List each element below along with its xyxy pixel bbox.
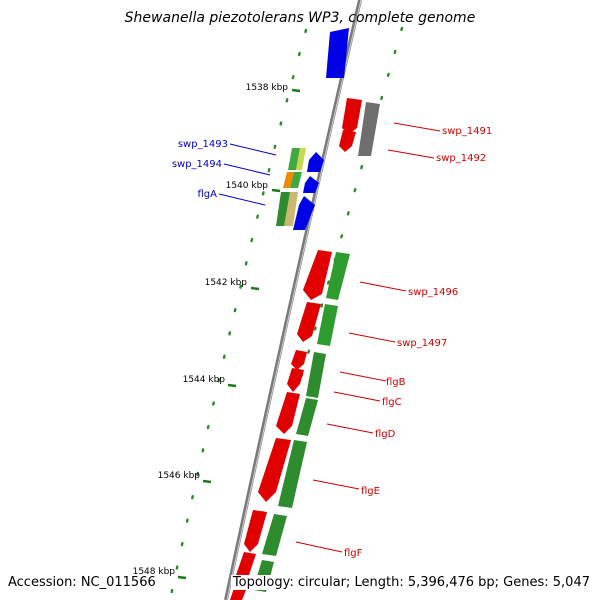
- forward-gene-arrow: [244, 510, 267, 552]
- gene-label-flga[interactable]: flgA: [198, 189, 218, 200]
- forward-gene-arrow: [342, 98, 362, 134]
- topology-summary: Topology: circular; Length: 5,396,476 bp…: [230, 575, 590, 590]
- gene-label-leader: [393, 122, 441, 132]
- gene-label-flgc[interactable]: flgC: [382, 397, 402, 408]
- gene-label-leader: [326, 423, 374, 434]
- forward-gene-arrow: [303, 250, 332, 300]
- gc-content-strip: [296, 148, 306, 170]
- kbp-tick-label: 1546 kbp: [158, 471, 201, 481]
- kbp-tick-label: 1544 kbp: [183, 375, 226, 385]
- gene-label-leader: [312, 479, 360, 490]
- reverse-gene-arrow: [307, 152, 324, 172]
- gene-label-leader: [229, 143, 277, 156]
- gene-label-leader: [387, 149, 435, 159]
- kbp-tick-mark: [271, 188, 281, 193]
- map-title: Shewanella piezotolerans WP3, complete g…: [124, 10, 476, 26]
- reverse-gene-arrow: [303, 176, 319, 193]
- gc-content-strip: [284, 192, 298, 226]
- gene-label-swp_1493[interactable]: swp_1493: [178, 139, 228, 150]
- kbp-tick-mark: [177, 575, 187, 580]
- gene-label-leader: [359, 281, 407, 292]
- gene-label-flgd[interactable]: flgD: [375, 429, 396, 440]
- gene-label-group: swp_1491 swp_1492 swp_1496 swp_1497 flgB flgC…: [172, 122, 492, 559]
- gene-label-swp_1494[interactable]: swp_1494: [172, 159, 222, 170]
- kbp-tick-label: 1542 kbp: [205, 278, 248, 288]
- reverse-gene-arrow: [326, 28, 349, 78]
- gene-label-leader: [333, 391, 381, 402]
- forward-gene-arrow: [291, 350, 307, 370]
- gene-label-swp_1492[interactable]: swp_1492: [436, 153, 486, 164]
- gc-content-strip: [283, 172, 294, 188]
- gene-label-leader: [339, 371, 387, 382]
- forward-gene-arrow: [287, 368, 304, 392]
- forward-gene-arrow: [339, 130, 356, 152]
- forward-gene-arrow: [297, 302, 321, 342]
- kbp-tick-group: 1538 kbp 1540 kbp 1542 kbp 1544 kbp 1546 kbp…: [133, 83, 301, 580]
- gene-label-leader: [223, 163, 271, 176]
- kbp-tick-label: 1538 kbp: [246, 83, 289, 93]
- inner-dotted-scale: [168, 28, 308, 600]
- genome-backbone: [224, 0, 362, 600]
- gene-track: [230, 28, 380, 600]
- accession-label: Accession: NC_011566: [8, 575, 158, 590]
- genome-backbone-highlight: [226, 0, 362, 600]
- kbp-tick-mark: [250, 286, 260, 291]
- kbp-tick-mark: [291, 88, 301, 93]
- gene-label-leader: [295, 541, 343, 553]
- gc-content-strip: [262, 514, 287, 556]
- gc-content-strip: [326, 252, 350, 300]
- gene-block-grey: [358, 102, 380, 156]
- gene-label-swp_1497[interactable]: swp_1497: [397, 338, 447, 349]
- gene-label-swp_1496[interactable]: swp_1496: [408, 287, 458, 298]
- gc-content-strip: [306, 352, 326, 398]
- forward-gene-arrow: [258, 438, 291, 502]
- gene-label-flge[interactable]: flgE: [361, 486, 380, 497]
- gc-content-strip: [317, 304, 338, 346]
- reverse-gene-arrow: [293, 196, 315, 230]
- forward-gene-arrow: [276, 392, 300, 434]
- kbp-tick-label: 1548 kbp: [133, 567, 176, 577]
- kbp-tick-mark: [202, 479, 212, 484]
- gc-content-strip: [278, 440, 307, 508]
- gene-label-swp_1491[interactable]: swp_1491: [442, 126, 492, 137]
- kbp-tick-label: 1540 kbp: [226, 181, 269, 191]
- kbp-tick-mark: [227, 383, 237, 388]
- gene-label-leader: [348, 332, 396, 343]
- gene-label-flgb[interactable]: flgB: [386, 377, 406, 388]
- gc-content-strip: [276, 192, 290, 226]
- gene-label-leader: [218, 193, 266, 206]
- forward-gene-arrow: [230, 588, 246, 600]
- gc-content-strip: [296, 398, 318, 436]
- gc-content-strip: [290, 172, 302, 188]
- gene-label-flgf[interactable]: flgF: [344, 548, 363, 559]
